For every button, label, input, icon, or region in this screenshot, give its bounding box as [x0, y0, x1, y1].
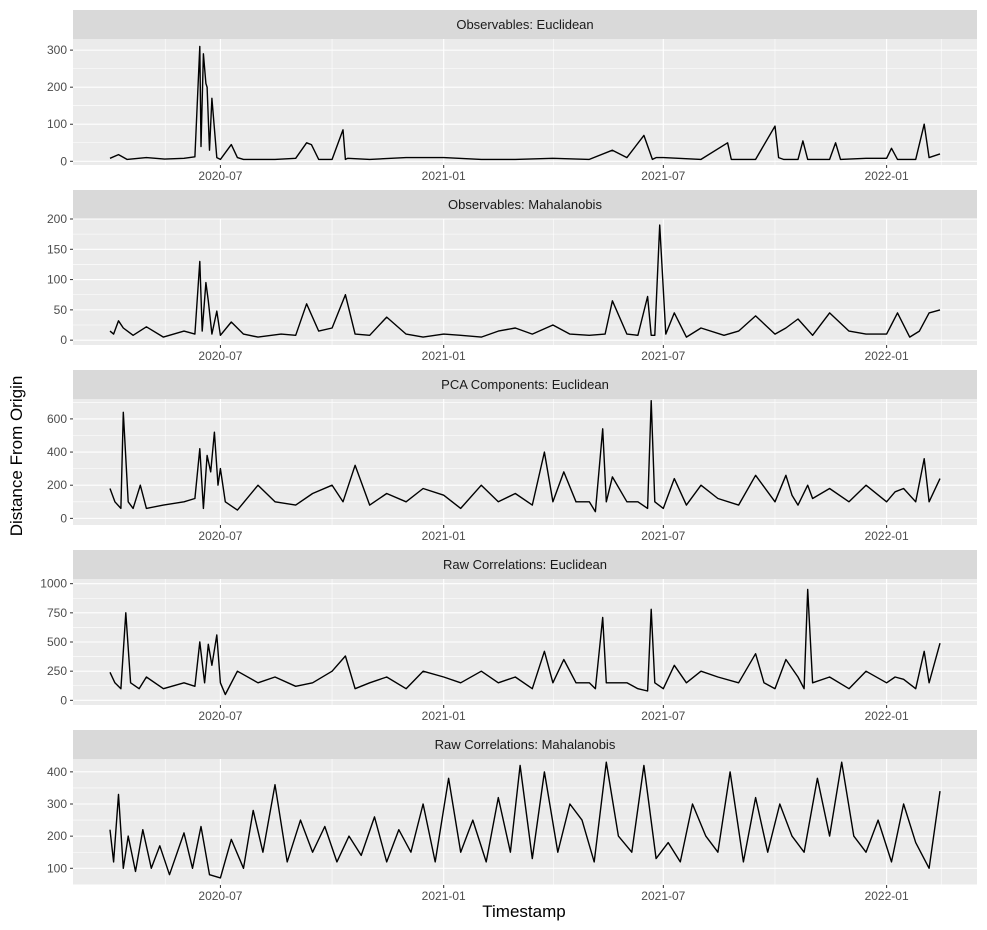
x-tick-label: 2021-01	[422, 709, 466, 723]
y-tick-label: 0	[60, 693, 67, 707]
y-tick-label: 400	[47, 445, 67, 459]
facet-strip	[73, 550, 977, 579]
y-tick-label: 100	[47, 117, 67, 131]
x-tick-label: 2021-07	[641, 889, 685, 903]
y-tick-label: 300	[47, 797, 67, 811]
y-tick-label: 50	[54, 303, 68, 317]
y-tick-label: 200	[47, 80, 67, 94]
facet-strip	[73, 370, 977, 399]
y-tick-label: 750	[47, 606, 67, 620]
y-tick-label: 200	[47, 478, 67, 492]
x-tick-label: 2020-07	[198, 349, 242, 363]
y-tick-label: 0	[60, 511, 67, 525]
x-axis-title: Timestamp	[482, 902, 565, 921]
x-tick-label: 2021-07	[641, 349, 685, 363]
plot-panel	[73, 39, 977, 165]
y-tick-label: 1000	[40, 577, 67, 591]
facet-panel: Observables: Euclidean 0 100 200 300 2020-07 2…	[47, 10, 977, 183]
x-tick-label: 2022-01	[865, 709, 909, 723]
y-tick-label: 0	[60, 154, 67, 168]
y-tick-label: 500	[47, 635, 67, 649]
x-tick-label: 2020-07	[198, 169, 242, 183]
facet-panel: Raw Correlations: Mahalanobis 100 200 300 40…	[47, 730, 977, 903]
x-tick-label: 2021-01	[422, 529, 466, 543]
y-tick-label: 150	[47, 242, 67, 256]
facet-panels: Observables: Euclidean 0 100 200 300 2020-07 2…	[40, 10, 977, 903]
y-tick-label: 250	[47, 664, 67, 678]
facet-strip	[73, 730, 977, 759]
y-axis-title: Distance From Origin	[7, 376, 26, 537]
x-tick-label: 2020-07	[198, 889, 242, 903]
y-tick-label: 400	[47, 765, 67, 779]
x-tick-label: 2021-01	[422, 169, 466, 183]
y-tick-label: 600	[47, 412, 67, 426]
x-tick-label: 2021-07	[641, 529, 685, 543]
x-tick-label: 2022-01	[865, 889, 909, 903]
facet-panel: Observables: Mahalanobis 0 50 100 150 200 2020…	[47, 190, 977, 363]
y-tick-label: 200	[47, 212, 67, 226]
facet-panel: Raw Correlations: Euclidean 0 250 500 750 100…	[40, 550, 977, 723]
series-line	[109, 588, 941, 696]
x-tick-label: 2022-01	[865, 349, 909, 363]
facet-strip	[73, 10, 977, 39]
x-tick-label: 2021-07	[641, 169, 685, 183]
facet-title: Observables: Euclidean	[456, 17, 593, 32]
y-tick-label: 100	[47, 861, 67, 875]
facet-panel: PCA Components: Euclidean 0 200 400 600 2020-…	[47, 370, 977, 543]
y-tick-label: 0	[60, 333, 67, 347]
facet-title: PCA Components: Euclidean	[441, 377, 609, 392]
series-line	[109, 761, 941, 879]
y-tick-label: 300	[47, 43, 67, 57]
plot-panel	[73, 219, 977, 345]
x-tick-label: 2020-07	[198, 529, 242, 543]
x-tick-label: 2021-07	[641, 709, 685, 723]
facet-strip	[73, 190, 977, 219]
x-tick-label: 2022-01	[865, 169, 909, 183]
x-tick-label: 2020-07	[198, 709, 242, 723]
y-tick-label: 200	[47, 829, 67, 843]
series-line	[109, 224, 941, 338]
x-tick-label: 2021-01	[422, 889, 466, 903]
plot-panel	[73, 399, 977, 525]
y-tick-label: 100	[47, 273, 67, 287]
facet-title: Raw Correlations: Euclidean	[443, 557, 607, 572]
series-line	[109, 400, 941, 513]
x-tick-label: 2022-01	[865, 529, 909, 543]
x-tick-label: 2021-01	[422, 349, 466, 363]
series-line	[109, 45, 941, 161]
facet-title: Raw Correlations: Mahalanobis	[435, 737, 616, 752]
facet-title: Observables: Mahalanobis	[448, 197, 602, 212]
